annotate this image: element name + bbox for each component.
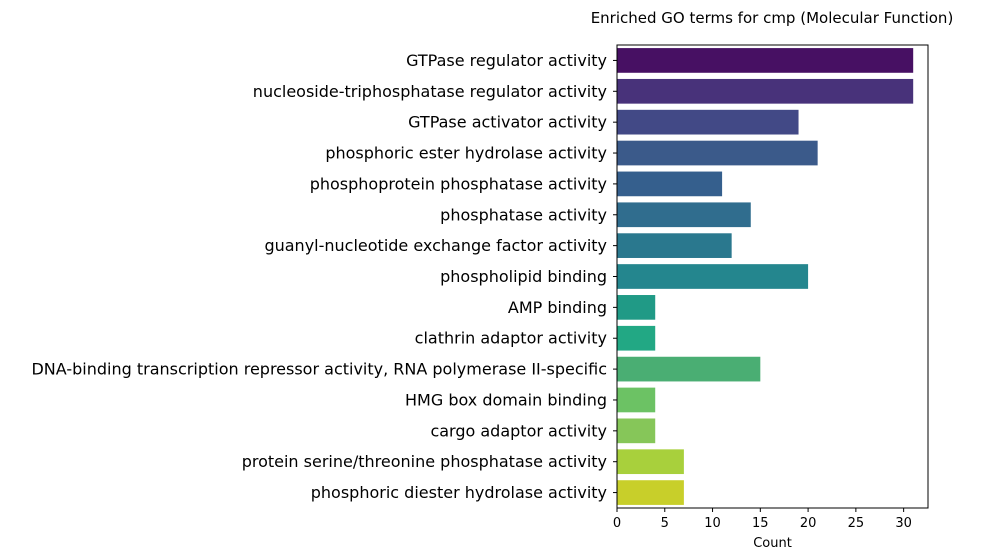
bar [617,449,684,475]
y-tick-label: DNA-binding transcription repressor acti… [31,360,607,379]
bar [617,109,799,135]
y-tick-label: phosphoric diester hydrolase activity [311,483,607,502]
bar [617,233,732,258]
bar [617,48,914,73]
x-tick-label: 0 [613,516,621,531]
x-tick-label: 25 [848,516,865,531]
chart-title: Enriched GO terms for cmp (Molecular Fun… [591,9,954,27]
y-tick-label: HMG box domain binding [405,390,607,409]
y-tick-labels: GTPase regulator activity nucleoside-trip… [31,51,617,502]
y-tick-label: AMP binding [508,298,607,317]
x-axis-label: Count [753,536,792,551]
y-tick-label: cargo adaptor activity [430,421,607,440]
bar [617,387,656,413]
y-tick-label: phosphoprotein phosphatase activity [310,174,607,193]
plot-frame [616,44,929,509]
bar [617,480,684,505]
bar [617,295,656,320]
y-tick-label: phospholipid binding [440,267,607,286]
bar [617,325,656,351]
bar [617,202,751,228]
x-tick-label: 30 [895,516,912,531]
bar [617,264,809,289]
bar [617,356,761,382]
bar [617,140,818,166]
y-tick-label: protein serine/threonine phosphatase act… [242,452,607,471]
x-axis-ticks: 0 5 10 15 20 25 30 [613,508,912,531]
y-tick-label: phosphatase activity [440,205,607,224]
x-tick-label: 15 [752,516,769,531]
bar [617,171,723,197]
bars-layer [617,48,914,505]
y-tick-label: phosphoric ester hydrolase activity [325,144,607,163]
x-tick-label: 10 [704,516,721,531]
x-tick-label: 5 [661,516,669,531]
y-tick-label: GTPase activator activity [408,113,607,132]
y-tick-label: GTPase regulator activity [406,51,607,70]
bar [617,78,914,104]
bar [617,418,656,444]
y-tick-label: clathrin adaptor activity [415,329,607,348]
y-tick-label: nucleoside-triphosphatase regulator acti… [253,82,607,101]
y-tick-label: guanyl-nucleotide exchange factor activi… [264,236,607,255]
x-tick-label: 20 [800,516,817,531]
